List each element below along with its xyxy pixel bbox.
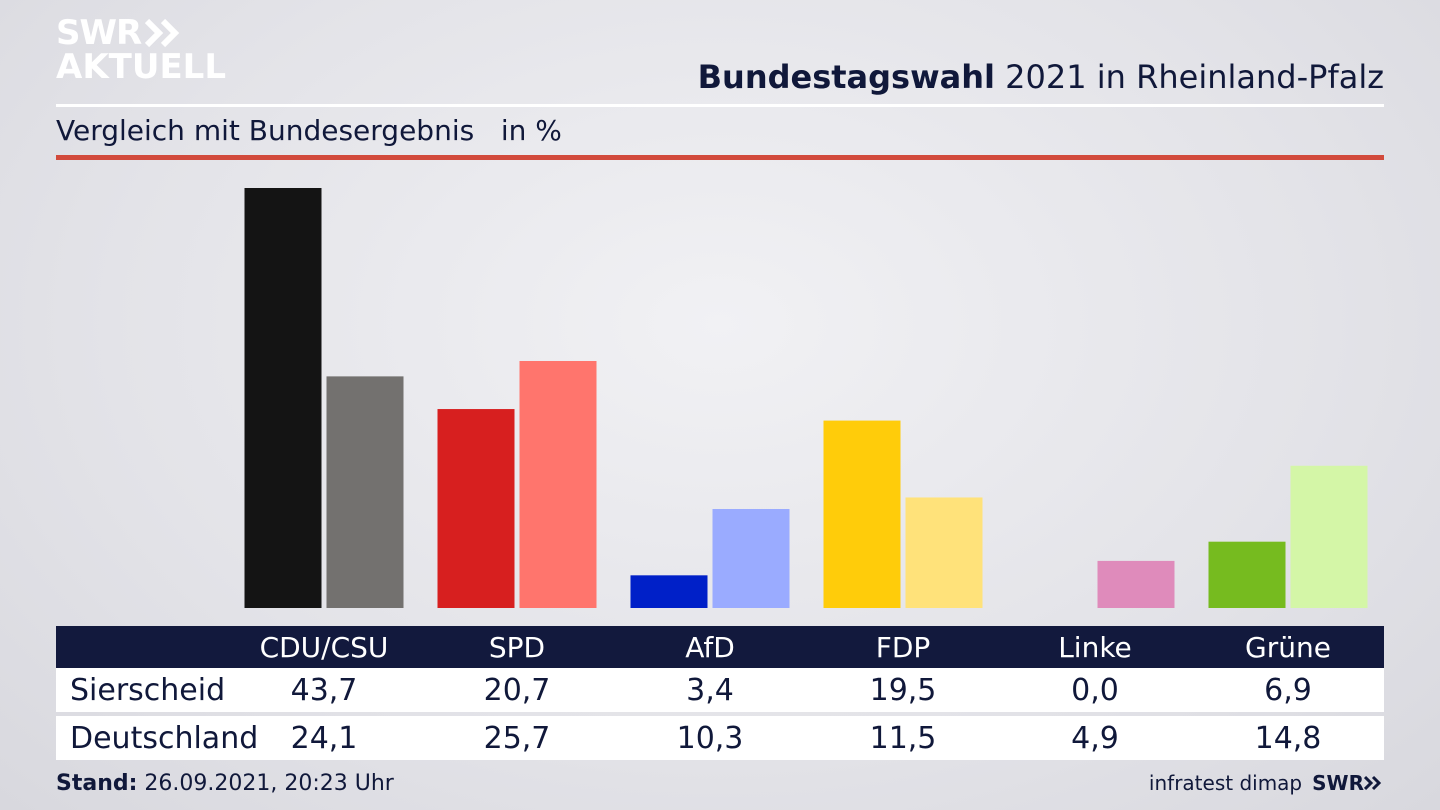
value-cell: 19,5 — [869, 672, 937, 708]
footer-swr-logo: SWR — [1312, 771, 1384, 795]
bar-fdp-deutschland — [905, 497, 983, 608]
bar-cdu-csu-deutschland — [326, 376, 404, 608]
subtitle-divider — [56, 155, 1384, 160]
value-cell: 3,4 — [686, 672, 734, 708]
stand-label: Stand: — [56, 771, 138, 796]
stand-value: 26.09.2021, 20:23 Uhr — [137, 771, 394, 796]
bar-fdp-sierscheid — [823, 420, 901, 608]
bar-linke-deutschland — [1097, 560, 1175, 608]
double-chevron-icon — [1364, 775, 1382, 791]
value-cell: 24,1 — [290, 720, 358, 756]
double-chevron-icon — [145, 18, 180, 48]
footer-swr-text: SWR — [1312, 771, 1364, 795]
column-header: Grüne — [1245, 630, 1331, 664]
title-rest: 2021 in Rheinland-Pfalz — [995, 58, 1384, 96]
value-cell: 25,7 — [483, 720, 551, 756]
footer-source: infratest dimap SWR — [1149, 771, 1384, 795]
table-row: Sierscheid 43,7 20,7 3,4 19,5 0,0 6,9 — [56, 668, 1384, 712]
row-label-deutschland: Deutschland — [70, 720, 259, 756]
column-header: FDP — [875, 630, 931, 664]
value-cell: 6,9 — [1264, 672, 1312, 708]
bar-spd-deutschland — [519, 360, 597, 608]
results-table: CDU/CSU SPD AfD FDP Linke Grüne Sierscheid 43… — [56, 626, 1384, 760]
value-cell: 10,3 — [676, 720, 744, 756]
value-cell: 0,0 — [1071, 672, 1119, 708]
row-label-sierscheid: Sierscheid — [70, 672, 226, 708]
column-header: AfD — [685, 630, 735, 664]
column-header: SPD — [488, 630, 546, 664]
timestamp: Stand: 26.09.2021, 20:23 Uhr — [56, 771, 394, 796]
bar-spd-sierscheid — [437, 409, 515, 608]
logo-aktuell-text: AKTUELL — [56, 47, 227, 87]
swr-aktuell-logo: SWR AKTUELL — [56, 16, 226, 84]
bar-grüne-sierscheid — [1208, 541, 1286, 608]
table-header-row: CDU/CSU SPD AfD FDP Linke Grüne — [56, 626, 1384, 668]
value-cell: 43,7 — [290, 672, 358, 708]
column-header: Linke — [1058, 630, 1132, 664]
bar-afd-deutschland — [712, 509, 790, 608]
value-cell: 20,7 — [483, 672, 551, 708]
value-cell: 4,9 — [1071, 720, 1119, 756]
title-bold: Bundestagswahl — [697, 58, 995, 96]
bar-cdu-csu-sierscheid — [244, 188, 322, 608]
bar-chart — [244, 188, 1368, 608]
page-title: Bundestagswahl 2021 in Rheinland-Pfalz — [698, 58, 1384, 96]
column-header: CDU/CSU — [259, 630, 389, 664]
title-divider — [56, 104, 1384, 107]
logo-swr-text: SWR — [56, 13, 142, 53]
source-label: infratest dimap — [1148, 771, 1303, 795]
chart-subtitle: Vergleich mit Bundesergebnis in % — [56, 114, 562, 147]
table-row: Deutschland 24,1 25,7 10,3 11,5 4,9 14,8 — [56, 716, 1384, 760]
value-cell: 11,5 — [869, 720, 937, 756]
bar-grüne-deutschland — [1290, 465, 1368, 608]
bar-afd-sierscheid — [630, 575, 708, 608]
value-cell: 14,8 — [1254, 720, 1322, 756]
